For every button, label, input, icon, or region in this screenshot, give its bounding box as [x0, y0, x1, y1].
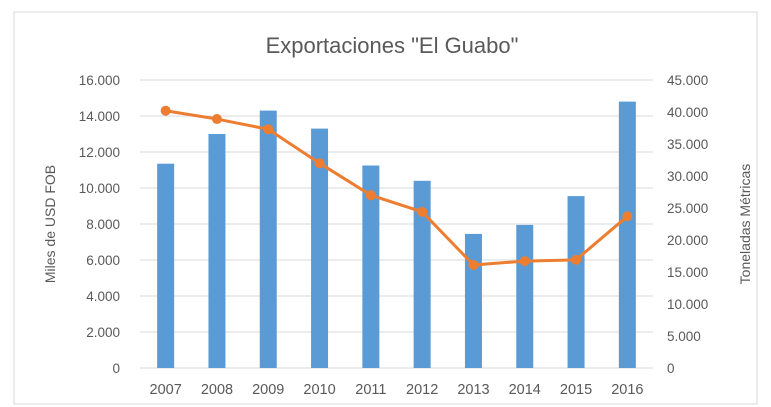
right-tick-label: 5.000 — [667, 329, 701, 344]
x-tick-label: 2016 — [611, 382, 643, 398]
line-point — [160, 105, 171, 116]
left-tick-label: 4.000 — [86, 289, 120, 304]
line-point — [263, 124, 274, 135]
line-series — [160, 105, 633, 270]
bar — [208, 134, 226, 368]
left-tick-label: 6.000 — [86, 253, 120, 268]
right-tick-label: 45.000 — [667, 73, 708, 88]
x-tick-label: 2012 — [406, 382, 438, 398]
left-tick-label: 12.000 — [79, 145, 120, 160]
right-tick-label: 25.000 — [667, 201, 708, 216]
bar — [311, 128, 329, 368]
x-tick-label: 2015 — [560, 382, 592, 398]
line-point — [314, 158, 325, 169]
right-tick-label: 35.000 — [667, 137, 708, 152]
right-axis-tick-labels: 0 5.000 10.000 15.000 20.000 25.000 30.000 35.0… — [667, 73, 708, 376]
left-tick-label: 10.000 — [79, 181, 120, 196]
line-point — [622, 211, 633, 222]
x-tick-label: 2014 — [509, 382, 541, 398]
line-point — [571, 254, 582, 265]
right-tick-label: 15.000 — [667, 265, 708, 280]
right-axis-title: Toneladas Métricas — [737, 164, 753, 285]
line-path — [165, 109, 629, 267]
right-tick-label: 40.000 — [667, 105, 708, 120]
x-tick-label: 2010 — [303, 382, 335, 398]
right-tick-label: 30.000 — [667, 169, 708, 184]
x-tick-label: 2008 — [201, 382, 233, 398]
gridlines — [140, 79, 653, 369]
x-tick-label: 2011 — [355, 382, 386, 398]
bar — [464, 233, 482, 368]
left-axis-tick-labels: 0 2.000 4.000 6.000 8.000 10.000 12.000 14.000 1… — [79, 73, 120, 376]
left-tick-label: 0 — [112, 361, 120, 376]
right-tick-label: 20.000 — [667, 233, 708, 248]
bar-series — [157, 101, 636, 368]
x-tick-label: 2013 — [457, 382, 489, 398]
line-point — [468, 259, 479, 270]
bar — [362, 165, 380, 368]
line-point — [211, 114, 222, 125]
line-point — [519, 256, 530, 267]
right-tick-label: 10.000 — [667, 297, 708, 312]
left-axis-title: Miles de USD FOB — [42, 165, 58, 283]
x-axis-tick-labels: 2007 2008 2009 2010 2011 2012 2013 2014 2015 2016 — [150, 382, 644, 398]
left-tick-label: 14.000 — [79, 109, 120, 124]
bar — [567, 196, 585, 368]
x-tick-label: 2009 — [252, 382, 284, 398]
bar — [259, 110, 277, 368]
x-tick-label: 2007 — [150, 382, 182, 398]
chart-title: Exportaciones "El Guabo" — [266, 33, 519, 58]
line-point — [417, 206, 428, 217]
bar — [618, 101, 636, 368]
right-tick-label: 0 — [667, 361, 675, 376]
bar — [516, 224, 534, 368]
bar — [157, 163, 175, 368]
line-point — [365, 190, 376, 201]
left-tick-label: 8.000 — [86, 217, 120, 232]
chart-frame — [13, 11, 758, 405]
left-tick-label: 2.000 — [86, 325, 120, 340]
left-tick-label: 16.000 — [79, 73, 120, 88]
bar — [413, 180, 431, 368]
